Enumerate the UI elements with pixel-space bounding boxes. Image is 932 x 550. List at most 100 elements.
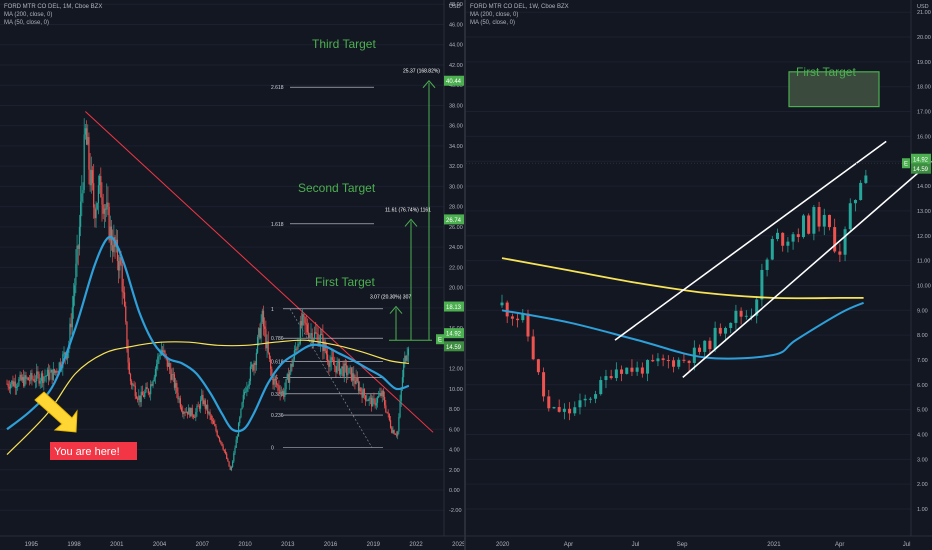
candle-down [687,360,691,363]
candle-down [698,347,702,352]
y-tick-label: 3.00 [917,457,928,463]
candle-down [304,317,306,324]
candle-down [131,381,133,386]
weekly-chart-legend: FORD MTR CO DEL, 1W, Cboe BZX MA (200, c… [470,3,569,27]
candle-down [180,407,183,411]
candle-down [228,461,230,467]
candle-up [17,385,19,387]
candle-up [765,259,769,270]
candle-up [713,327,717,350]
weekly-chart-panel[interactable]: 21.0020.0019.0018.0017.0016.0015.0014.00… [466,0,932,550]
candle-up [791,234,795,242]
candle-down [189,408,191,417]
current-price-tag-bg [444,328,464,339]
candle-down [296,348,298,350]
candle-up [552,407,556,409]
candle-up [30,372,32,381]
candle-down [151,384,153,386]
candle-down [216,430,218,436]
candle-down [125,306,127,322]
candle-up [234,448,236,454]
candle-down [120,257,122,265]
candle-up [310,333,312,336]
candle-down [192,415,195,417]
fib-level-label: 0.786 [271,336,284,342]
candle-down [182,410,184,415]
candle-down [148,393,151,395]
candle-up [19,374,21,380]
y-tick-label: 2.00 [917,482,928,488]
candle-down [224,451,227,454]
candle-up [18,379,20,386]
candle-down [12,380,14,386]
candle-up [40,373,43,381]
candle-down [7,383,9,387]
candle-down [37,371,39,375]
x-tick-label: Sep [677,542,688,548]
candle-down [609,376,613,379]
candle-down [221,442,223,446]
candle-up [71,307,73,328]
candle-down [267,341,269,353]
y-tick-label: 7.00 [917,358,928,364]
candle-down [210,415,212,420]
candle-down [207,404,209,414]
candle-down [405,355,407,361]
candle-down [33,379,35,382]
panel-divider[interactable] [464,0,466,550]
candle-up [755,299,759,316]
candle-up [677,359,681,367]
monthly-chart-panel[interactable]: 48.00 46.00 44.00 42.00 40.00 38.00 36.00 34.00… [0,0,464,550]
candle-up [281,391,284,393]
monthly-chart-canvas[interactable]: 48.00 46.00 44.00 42.00 40.00 38.00 36.00 34.00… [0,0,464,550]
candle-down [387,412,389,414]
candle-down [184,412,186,413]
current-price-tag: 14.92 [446,332,462,338]
candle-down [23,377,25,386]
candle-up [406,355,408,361]
legend-symbol: FORD MTR CO DEL, 1W, Cboe BZX [470,4,569,10]
candle-down [47,369,50,380]
weekly-chart-canvas[interactable]: 21.0020.0019.0018.0017.0016.0015.0014.00… [466,0,932,550]
candle-up [392,430,394,433]
candle-up [398,417,400,432]
candle-up [298,343,300,345]
candle-up [66,352,69,359]
candle-up [336,362,338,373]
y-tick-label: 2.00 [449,468,460,474]
candle-down [317,334,319,346]
candle-up [801,215,805,238]
candle-up [786,241,790,246]
candle-up [372,398,374,407]
y-tick-label: 16.00 [917,134,931,140]
candle-down [53,369,56,373]
candle-up [239,417,241,424]
candle-down [353,373,355,381]
candle-up [614,369,618,379]
candle-up [724,328,728,334]
candle-down [620,369,624,374]
candle-down [308,332,310,339]
candle-down [279,390,281,395]
candle-up [280,392,282,395]
candle-up [237,423,240,437]
candle-down [356,377,358,382]
callout-text: You are here! [54,446,120,458]
candle-up [599,380,603,395]
candle-up [80,201,82,227]
candle-up [848,203,852,230]
y-tick-label: 18.00 [917,85,931,91]
measure-arrow-head [389,305,403,314]
x-tick-label: 2007 [196,542,210,548]
candle-up [34,381,37,382]
candle-down [213,420,215,425]
candle-down [275,380,278,385]
candle-down [137,398,139,400]
fib-level-label: 0.618 [271,359,284,365]
candle-up [188,408,190,415]
candle-up [109,226,111,241]
candle-down [386,411,388,413]
candle-down [222,445,224,450]
candle-down [100,176,102,198]
candle-up [635,367,639,372]
